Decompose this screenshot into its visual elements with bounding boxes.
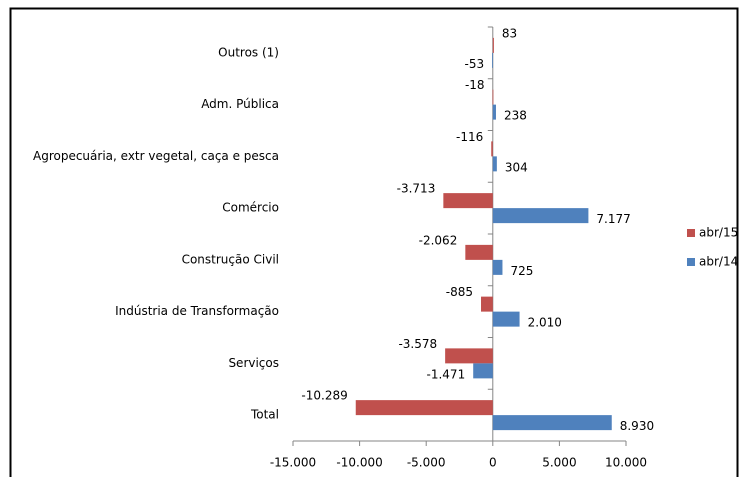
bar — [481, 296, 493, 312]
value-label: 304 — [505, 160, 528, 174]
legend-label: abr/15 — [699, 226, 738, 240]
value-label: -2.062 — [419, 233, 458, 247]
x-tick-label: 10.000 — [605, 456, 647, 470]
legend-label: abr/14 — [699, 255, 738, 269]
y-tick-label: Comércio — [222, 201, 279, 215]
bar — [445, 348, 493, 364]
value-label: 238 — [504, 109, 527, 123]
legend-swatch — [687, 229, 695, 237]
bar — [492, 415, 612, 431]
x-tick-label: -15.000 — [270, 456, 316, 470]
value-label: -3.713 — [397, 182, 436, 196]
bar — [492, 104, 496, 120]
y-tick-label: Total — [250, 408, 279, 422]
y-tick-label: Serviços — [228, 356, 279, 370]
bar — [473, 363, 493, 379]
y-tick-label: Agropecuária, extr vegetal, caça e pesca — [33, 149, 279, 163]
legend-swatch — [687, 258, 695, 266]
y-tick-label: Indústria de Transformação — [115, 304, 279, 318]
bar — [492, 208, 589, 224]
bar — [492, 89, 494, 105]
bar — [492, 52, 493, 68]
frame — [9, 7, 739, 477]
value-label: -885 — [446, 285, 473, 299]
value-label: -18 — [465, 78, 485, 92]
value-label: 83 — [502, 26, 517, 40]
x-tick-label: -5.000 — [407, 456, 446, 470]
value-label: 8.930 — [620, 419, 654, 433]
value-label: -3.578 — [398, 337, 437, 351]
bar — [492, 259, 503, 275]
value-label: 2.010 — [528, 316, 562, 330]
bar — [491, 141, 493, 157]
y-tick-label: Outros (1) — [218, 45, 279, 59]
value-label: -53 — [464, 57, 484, 71]
value-label: -116 — [456, 130, 483, 144]
bar — [355, 400, 493, 416]
value-label: -10.289 — [301, 389, 347, 403]
bar — [492, 156, 497, 172]
y-tick-label: Construção Civil — [182, 252, 279, 266]
value-label: -1.471 — [427, 367, 466, 381]
value-label: 7.177 — [596, 212, 630, 226]
y-tick-label: Adm. Pública — [201, 97, 279, 111]
bar — [492, 311, 520, 327]
value-label: 725 — [510, 264, 533, 278]
bar — [465, 244, 493, 260]
bar — [492, 37, 494, 53]
x-tick-label: 5.000 — [542, 456, 576, 470]
bar — [443, 193, 493, 209]
x-tick-label: 0 — [489, 456, 497, 470]
x-tick-label: -10.000 — [336, 456, 382, 470]
